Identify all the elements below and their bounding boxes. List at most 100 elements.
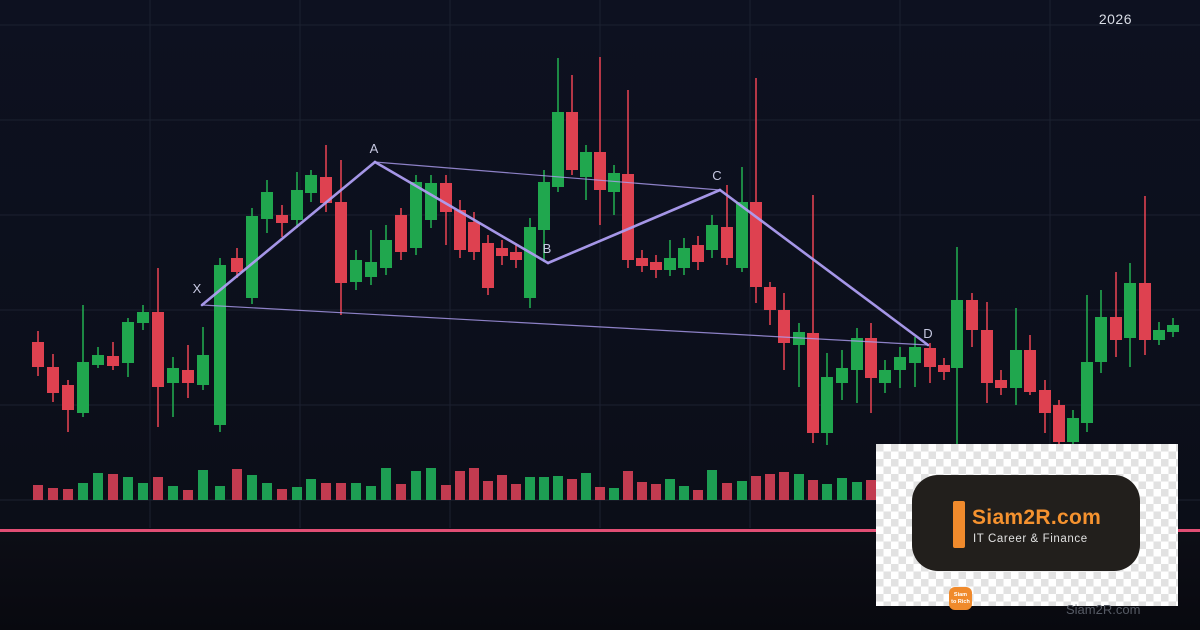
volume-bar bbox=[469, 468, 479, 500]
volume-bar bbox=[396, 484, 406, 500]
candle-body bbox=[335, 202, 347, 283]
candle-body bbox=[909, 347, 921, 363]
candle bbox=[77, 305, 89, 417]
volume-bar bbox=[722, 483, 732, 500]
volume-bar bbox=[737, 481, 747, 500]
volume-bar bbox=[321, 483, 331, 500]
candle-body bbox=[32, 342, 44, 367]
candle bbox=[608, 165, 620, 215]
candle bbox=[909, 337, 921, 387]
candle-body bbox=[77, 362, 89, 413]
candle-body bbox=[865, 338, 877, 378]
candle bbox=[851, 328, 863, 403]
footer-divider-line bbox=[0, 529, 1200, 532]
volume-bar bbox=[511, 484, 521, 500]
candle-body bbox=[246, 216, 258, 298]
candle-body bbox=[122, 322, 134, 363]
candle bbox=[496, 240, 508, 265]
volume-bar bbox=[623, 471, 633, 500]
candle bbox=[594, 57, 606, 225]
candle bbox=[706, 215, 718, 258]
candle-body bbox=[320, 177, 332, 203]
candle-body bbox=[496, 248, 508, 256]
candle-body bbox=[1167, 325, 1179, 332]
candle-body bbox=[650, 262, 662, 270]
candle bbox=[1039, 380, 1051, 433]
candle-body bbox=[938, 365, 950, 372]
candle-body bbox=[214, 265, 226, 425]
candle-body bbox=[678, 248, 690, 268]
transparency-checker-overlay: Siam2R.com IT Career & Finance Siam to R… bbox=[876, 444, 1178, 610]
volume-bar bbox=[679, 486, 689, 500]
volume-bar bbox=[567, 479, 577, 500]
volume-bar bbox=[78, 483, 88, 500]
volume-bar bbox=[336, 483, 346, 500]
badge-line-1: Siam bbox=[953, 591, 968, 598]
volume-bar bbox=[277, 489, 287, 500]
candle-body bbox=[750, 202, 762, 287]
volume-bar bbox=[366, 486, 376, 500]
volume-bar bbox=[794, 474, 804, 500]
candle-body bbox=[510, 252, 522, 260]
candle-body bbox=[1010, 350, 1022, 388]
candle bbox=[938, 358, 950, 380]
candle bbox=[538, 170, 550, 262]
candle bbox=[778, 293, 790, 370]
candle-body bbox=[350, 260, 362, 282]
candle-body bbox=[107, 356, 119, 366]
candle-body bbox=[851, 338, 863, 370]
candle-body bbox=[182, 370, 194, 383]
candle bbox=[692, 236, 704, 270]
candle-body bbox=[894, 357, 906, 370]
year-label: 2026 bbox=[1098, 11, 1132, 27]
candle-body bbox=[1110, 317, 1122, 340]
candle-body bbox=[580, 152, 592, 177]
volume-bar bbox=[33, 485, 43, 500]
candle bbox=[566, 75, 578, 175]
candle-body bbox=[482, 243, 494, 288]
volume-bar bbox=[553, 476, 563, 500]
candle-body bbox=[664, 258, 676, 270]
candle-body bbox=[706, 225, 718, 250]
volume-bar bbox=[411, 471, 421, 500]
pattern-leg-XA bbox=[200, 160, 377, 307]
logo-title: Siam2R.com bbox=[972, 506, 1102, 529]
candle-body bbox=[1053, 405, 1065, 442]
candle bbox=[1053, 400, 1065, 448]
candle bbox=[981, 302, 993, 403]
candle bbox=[167, 357, 179, 417]
pattern-point-label-X: X bbox=[193, 281, 202, 296]
candle bbox=[47, 354, 59, 402]
candle-body bbox=[524, 227, 536, 298]
candle bbox=[1153, 322, 1165, 345]
candle-body bbox=[197, 355, 209, 385]
candle-body bbox=[1153, 330, 1165, 340]
candle bbox=[879, 360, 891, 393]
candle-body bbox=[276, 215, 288, 223]
candle bbox=[807, 195, 819, 443]
candle bbox=[246, 208, 258, 304]
candle bbox=[552, 58, 564, 192]
candle bbox=[636, 250, 648, 272]
volume-bar bbox=[153, 477, 163, 500]
logo-card: Siam2R.com IT Career & Finance Siam to R… bbox=[912, 475, 1140, 610]
volume-bar bbox=[381, 468, 391, 500]
candle-body bbox=[47, 367, 59, 393]
candle bbox=[966, 293, 978, 347]
candle bbox=[894, 347, 906, 388]
candle bbox=[152, 268, 164, 427]
volume-bar bbox=[108, 474, 118, 500]
candle-body bbox=[736, 202, 748, 268]
candle-body bbox=[966, 300, 978, 330]
candle bbox=[122, 318, 134, 377]
pattern-point-label-A: A bbox=[370, 141, 379, 156]
candle bbox=[261, 180, 273, 233]
candle-body bbox=[764, 287, 776, 310]
candle-body bbox=[261, 192, 273, 219]
candle bbox=[995, 370, 1007, 395]
volume-bar bbox=[48, 488, 58, 500]
volume-bar bbox=[455, 471, 465, 500]
volume-bar bbox=[539, 477, 549, 500]
candle bbox=[276, 205, 288, 237]
candle bbox=[335, 160, 347, 315]
